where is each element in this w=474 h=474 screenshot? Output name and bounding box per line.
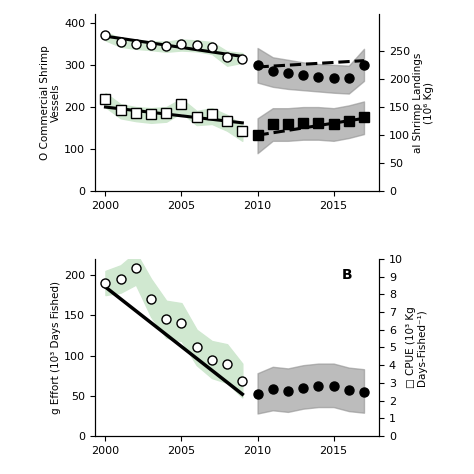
Y-axis label: O Commercial Shrimp
Vessels: O Commercial Shrimp Vessels	[39, 46, 61, 160]
Y-axis label: g Effort (10³ Days Fished): g Effort (10³ Days Fished)	[51, 281, 61, 414]
Text: B: B	[342, 268, 353, 282]
Y-axis label: al Shrimp Landings
(10⁶ Kg): al Shrimp Landings (10⁶ Kg)	[413, 53, 435, 153]
Y-axis label: □ CPUE (10³ Kg
Days-Fished⁻¹): □ CPUE (10³ Kg Days-Fished⁻¹)	[406, 307, 427, 388]
